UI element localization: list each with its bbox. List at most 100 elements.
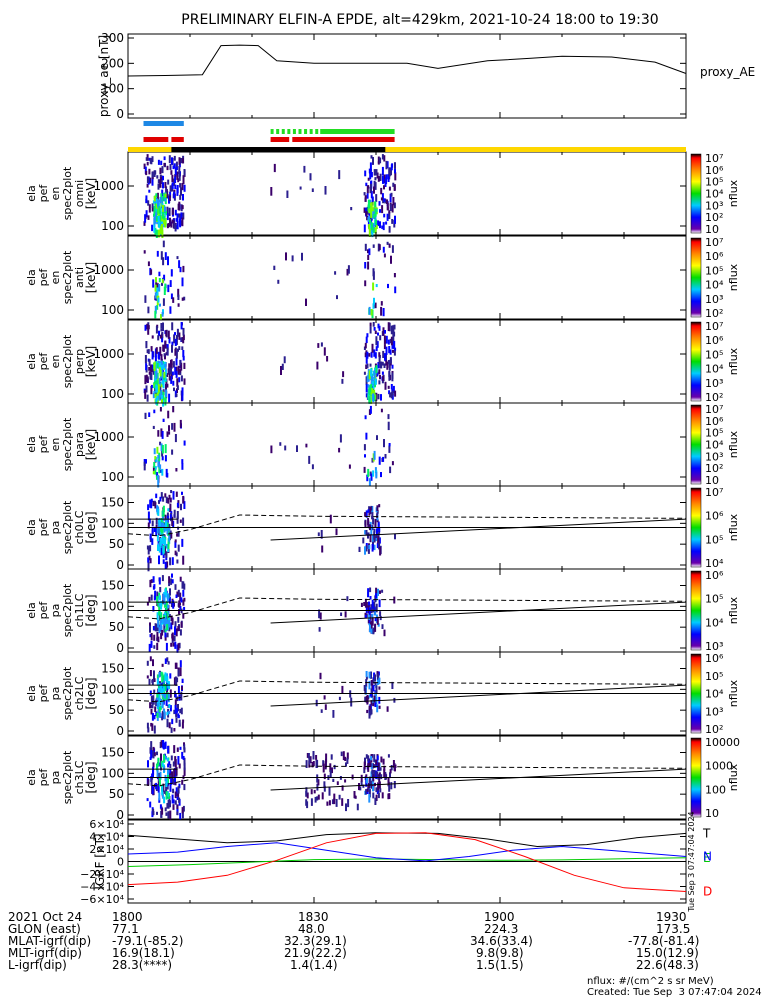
flux-pixel bbox=[150, 640, 153, 648]
flux-pixel bbox=[371, 684, 374, 691]
flux-pixel bbox=[339, 434, 342, 443]
flux-pixel bbox=[182, 212, 185, 220]
flux-pixel bbox=[175, 468, 178, 472]
flux-pixel bbox=[166, 692, 169, 700]
flux-pixel bbox=[174, 176, 177, 184]
flux-pixel bbox=[369, 780, 372, 786]
flux-pixel bbox=[373, 327, 376, 331]
flux-pixel bbox=[306, 753, 309, 758]
flux-pixel bbox=[157, 159, 160, 165]
flux-pixel bbox=[394, 764, 397, 768]
flux-pixel bbox=[144, 295, 147, 303]
flux-pixel bbox=[181, 277, 184, 287]
flux-pixel bbox=[176, 171, 179, 180]
flux-pixel bbox=[173, 155, 176, 161]
flux-pixel bbox=[182, 265, 185, 273]
flux-pixel bbox=[173, 768, 176, 778]
flux-pixel bbox=[166, 718, 169, 728]
panel-ylabel: en bbox=[49, 438, 62, 452]
flux-pixel bbox=[171, 618, 174, 623]
flux-pixel bbox=[377, 782, 380, 791]
flux-pixel bbox=[163, 371, 166, 378]
flux-pixel bbox=[365, 364, 368, 369]
flux-pixel bbox=[167, 541, 170, 549]
flux-pixel bbox=[169, 306, 172, 314]
flux-pixel bbox=[172, 380, 175, 386]
flux-pixel bbox=[328, 800, 331, 806]
flux-pixel bbox=[166, 688, 168, 695]
flux-pixel bbox=[150, 722, 153, 727]
flux-pixel bbox=[143, 163, 146, 169]
flux-pixel bbox=[170, 359, 173, 365]
flux-pixel bbox=[168, 207, 171, 216]
flux-pixel bbox=[161, 540, 164, 545]
flux-pixel bbox=[323, 773, 326, 780]
flux-pixel bbox=[159, 464, 162, 470]
flux-pixel bbox=[381, 205, 384, 214]
flux-pixel bbox=[173, 728, 176, 732]
flux-pixel bbox=[163, 524, 166, 533]
flux-pixel bbox=[392, 325, 394, 331]
flux-pixel bbox=[165, 543, 168, 549]
flux-pixel bbox=[382, 758, 385, 765]
y-tick-label: 2×10⁴ bbox=[89, 843, 124, 856]
flux-pixel bbox=[170, 602, 173, 608]
flux-pixel bbox=[145, 170, 148, 176]
flux-pixel bbox=[170, 755, 173, 761]
flux-pixel bbox=[369, 692, 372, 697]
flux-pixel bbox=[367, 199, 370, 209]
flux-pixel bbox=[385, 176, 388, 185]
flux-pixel bbox=[154, 393, 157, 398]
colorbar-tick-label: 10⁶ bbox=[705, 334, 724, 347]
flux-pixel bbox=[171, 771, 173, 780]
colorbar-tick-label: 10⁴ bbox=[705, 557, 724, 570]
flux-pixel bbox=[158, 706, 161, 713]
flux-pixel bbox=[370, 604, 373, 612]
flux-pixel bbox=[372, 763, 374, 769]
status-bar-green bbox=[270, 129, 274, 134]
flux-pixel bbox=[167, 179, 170, 185]
flux-pixel bbox=[174, 550, 177, 556]
flux-pixel bbox=[178, 377, 181, 383]
flux-pixel bbox=[176, 696, 179, 702]
flux-pixel bbox=[319, 612, 322, 620]
flux-pixel bbox=[157, 459, 160, 468]
flux-pixel bbox=[162, 559, 165, 564]
flux-pixel bbox=[160, 177, 163, 180]
flux-pixel bbox=[164, 369, 167, 376]
flux-pixel bbox=[277, 279, 280, 284]
flux-pixel bbox=[143, 221, 146, 226]
flux-pixel bbox=[176, 511, 179, 519]
colorbar bbox=[690, 153, 702, 234]
flux-pixel bbox=[375, 365, 378, 374]
flux-pixel bbox=[377, 535, 380, 544]
flux-pixel bbox=[180, 691, 183, 701]
flux-pixel bbox=[158, 694, 161, 703]
flux-pixel bbox=[183, 296, 186, 301]
flux-pixel bbox=[152, 576, 155, 583]
status-bar-green bbox=[276, 129, 280, 134]
flux-pixel bbox=[148, 412, 151, 417]
flux-pixel bbox=[166, 206, 169, 214]
flux-pixel bbox=[144, 214, 147, 223]
flux-pixel bbox=[156, 642, 159, 651]
flux-pixel bbox=[291, 255, 294, 262]
flux-pixel bbox=[150, 498, 153, 503]
flux-pixel bbox=[163, 758, 166, 763]
flux-pixel bbox=[341, 785, 344, 791]
flux-pixel bbox=[145, 157, 148, 161]
flux-pixel bbox=[370, 395, 373, 404]
flux-pixel bbox=[172, 788, 175, 794]
flux-pixel bbox=[183, 784, 186, 791]
flux-pixel bbox=[146, 394, 149, 402]
flux-pixel bbox=[329, 514, 332, 524]
flux-pixel bbox=[315, 755, 318, 760]
flux-pixel bbox=[372, 223, 375, 231]
flux-pixel bbox=[369, 322, 372, 327]
flux-pixel bbox=[147, 779, 150, 786]
flux-pixel bbox=[370, 526, 373, 535]
colorbar-label: nflux bbox=[727, 596, 740, 624]
flux-pixel bbox=[147, 325, 150, 330]
flux-pixel bbox=[167, 681, 170, 686]
flux-pixel bbox=[372, 303, 375, 309]
